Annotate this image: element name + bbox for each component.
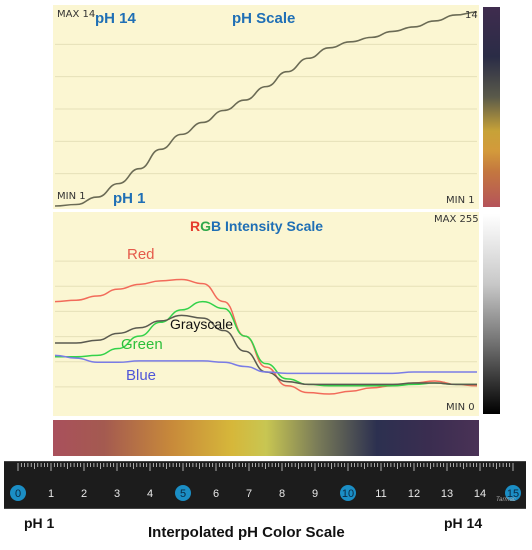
- blue-series-label: Blue: [126, 367, 157, 384]
- ph-max-label: MAX 14: [57, 9, 96, 20]
- ruler: [4, 461, 526, 509]
- ruler-number: 15: [507, 488, 519, 500]
- ruler-brand: Tarmac: [496, 497, 516, 503]
- grayscale-series-label: Grayscale: [170, 316, 234, 332]
- ph-min-left-label: MIN 1: [57, 191, 86, 202]
- ph-series-line: [54, 11, 478, 207]
- ruler-number: 6: [213, 488, 219, 500]
- ruler-number: 14: [474, 488, 486, 500]
- rgb-title-r: R: [190, 218, 201, 234]
- rgb-title-rest: Intensity Scale: [221, 218, 324, 234]
- ruler-number: 8: [279, 488, 285, 500]
- rgb-intensity-panel: [53, 212, 479, 416]
- green-series-line: [55, 300, 477, 387]
- ph-14-label: pH 14: [95, 10, 136, 27]
- ruler-number: 12: [408, 488, 420, 500]
- ruler-number: 11: [375, 488, 386, 500]
- ruler-number-highlight: [10, 485, 26, 501]
- ruler-number: 3: [114, 488, 120, 500]
- ruler-number: 2: [81, 488, 87, 500]
- ruler-number: 7: [246, 488, 252, 500]
- rgb-max-label: MAX 255: [434, 214, 479, 225]
- ruler-number: 10: [342, 488, 354, 500]
- ph-color-bar: [483, 7, 500, 207]
- ruler-number-highlight: [175, 485, 191, 501]
- footer-ph-1: pH 1: [24, 515, 55, 531]
- ruler-number: 9: [312, 488, 318, 500]
- blue-series-line: [54, 354, 477, 375]
- ph-right-14-label: 14: [465, 10, 478, 21]
- rgb-title-g: G: [200, 218, 212, 234]
- ruler-number: 13: [441, 488, 453, 500]
- ruler-number: 1: [48, 488, 54, 500]
- footer-ph-14: pH 14: [444, 515, 483, 531]
- rgb-title-b: B: [211, 218, 222, 234]
- ph-scale-panel: [53, 5, 479, 209]
- ruler-number: 4: [147, 488, 153, 500]
- red-series-label: Red: [127, 246, 155, 263]
- interpolated-color-bar: [53, 420, 479, 456]
- ruler-number-highlight: [505, 485, 521, 501]
- ruler-number: 0: [15, 488, 21, 500]
- rgb-min-label: MIN 0: [446, 402, 475, 413]
- green-series-label: Green: [121, 336, 163, 353]
- ph-scale-title: pH Scale: [232, 10, 296, 27]
- ph-1-label: pH 1: [113, 190, 146, 207]
- ruler-number: 5: [180, 488, 186, 500]
- rgb-title: RGB Intensity Scale: [190, 218, 323, 234]
- footer-title: Interpolated pH Color Scale: [148, 524, 345, 541]
- ruler-number-highlight: [340, 485, 356, 501]
- grayscale-bar: [483, 214, 500, 414]
- ph-min-right-label: MIN 1: [446, 195, 475, 206]
